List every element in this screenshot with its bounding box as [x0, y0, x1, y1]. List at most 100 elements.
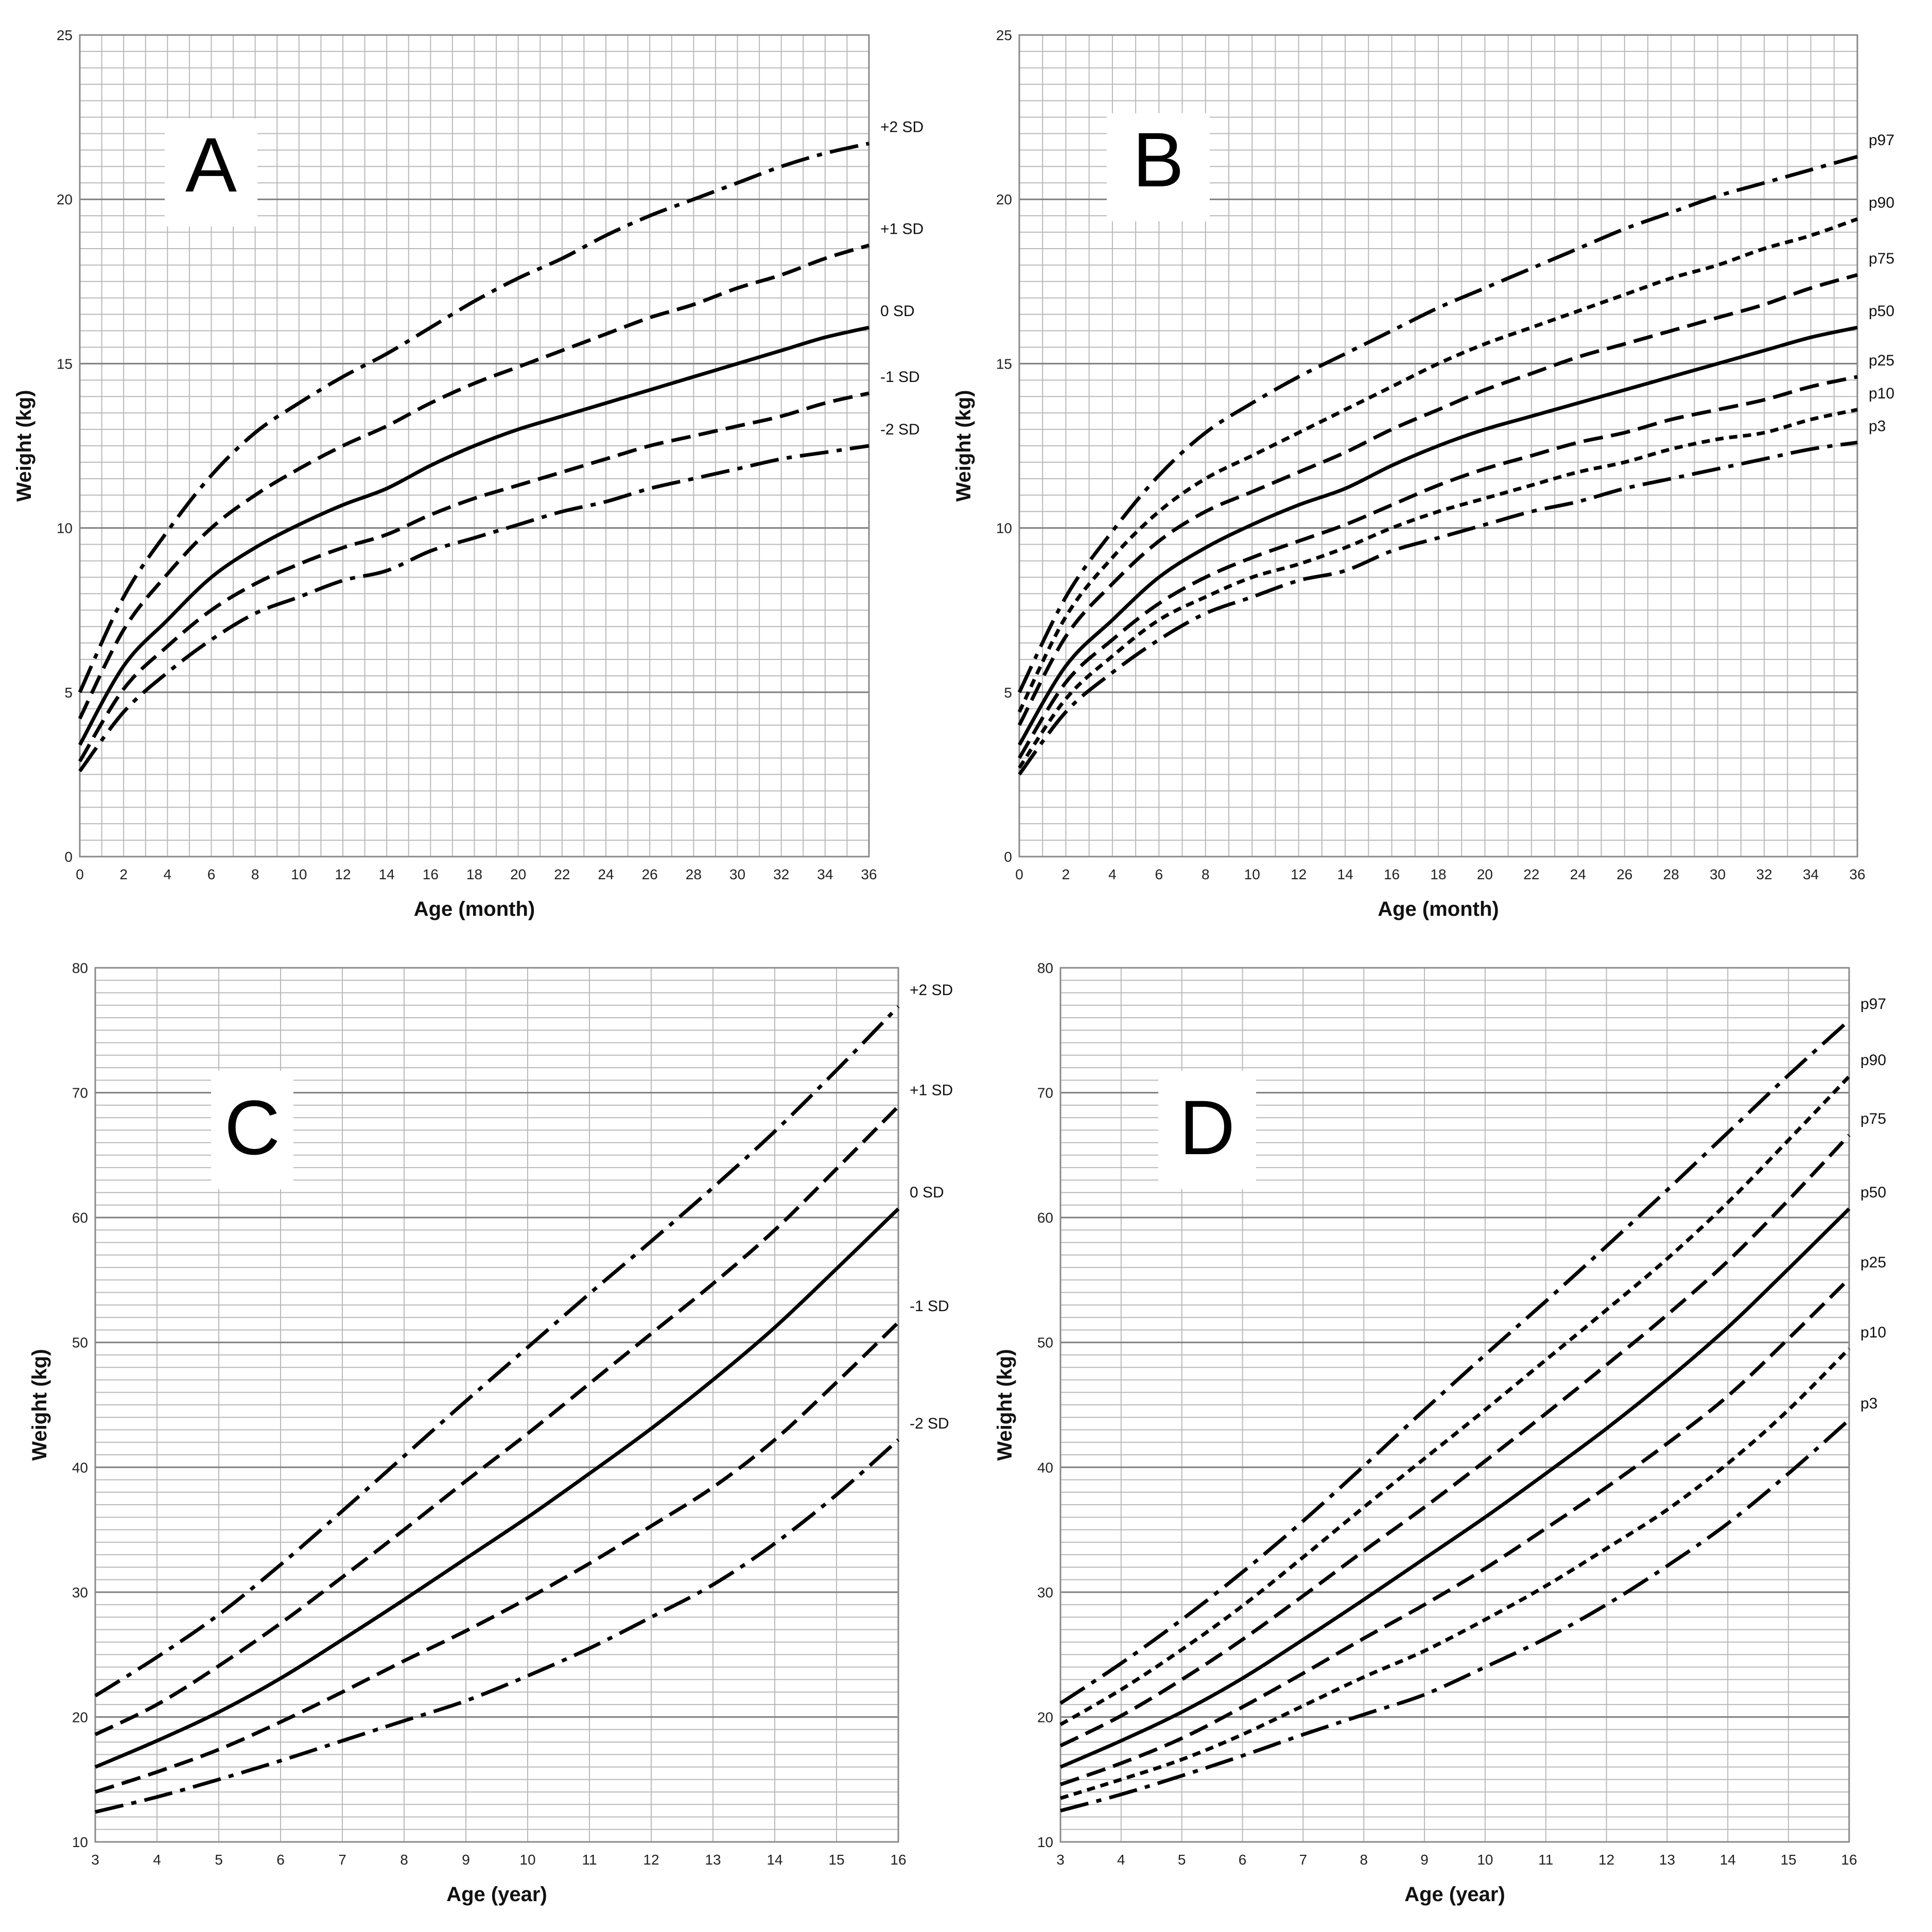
- y-tick-label: 15: [57, 356, 73, 372]
- gridlines: [95, 967, 899, 1843]
- series-label: p75: [1869, 250, 1894, 267]
- y-axis-title: Weight (kg): [28, 1349, 51, 1460]
- x-tick-label: 11: [1538, 1852, 1553, 1868]
- y-tick-label: 70: [1037, 1085, 1053, 1101]
- series-label: +2 SD: [910, 982, 953, 999]
- series-label: p10: [1860, 1324, 1886, 1341]
- x-tick-label: 12: [643, 1852, 659, 1868]
- x-axis-title: Age (month): [1378, 898, 1499, 920]
- series-line: [1060, 1418, 1851, 1813]
- x-tick-label: 9: [462, 1852, 470, 1868]
- y-tick-label: 70: [72, 1085, 88, 1101]
- series-line: [1059, 1134, 1851, 1748]
- series-line: [1059, 1075, 1851, 1727]
- x-tick-label: 6: [1155, 866, 1163, 882]
- x-tick-label: 0: [1015, 866, 1023, 882]
- x-tick-label: 22: [1523, 866, 1539, 882]
- x-tick-label: 4: [164, 866, 172, 882]
- y-tick-label: 5: [1004, 685, 1012, 701]
- x-tick-label: 13: [705, 1852, 721, 1868]
- y-tick-label: 10: [996, 520, 1012, 536]
- x-tick-label: 3: [1056, 1852, 1065, 1868]
- x-tick-label: 20: [1477, 866, 1493, 882]
- series-label: p97: [1869, 132, 1894, 149]
- x-tick-label: 5: [1178, 1852, 1186, 1868]
- y-tick-label: 80: [1037, 960, 1053, 976]
- series-label: +1 SD: [910, 1082, 953, 1099]
- series-label: p50: [1860, 1184, 1886, 1201]
- series-label: 0 SD: [880, 303, 915, 320]
- x-tick-label: 16: [1384, 866, 1400, 882]
- x-tick-label: 5: [215, 1852, 223, 1868]
- x-tick-label: 12: [1291, 866, 1307, 882]
- x-tick-label: 8: [1360, 1852, 1368, 1868]
- panel-letter-box: [165, 118, 257, 227]
- panel-letter: D: [1179, 1084, 1235, 1171]
- series-line: [1059, 1019, 1851, 1705]
- panel-letter-box: [1158, 1071, 1256, 1189]
- series-label: +1 SD: [880, 221, 924, 238]
- panel-letter: A: [185, 121, 237, 208]
- x-tick-label: 9: [1420, 1852, 1429, 1868]
- x-tick-label: 10: [519, 1852, 535, 1868]
- y-tick-label: 20: [57, 192, 73, 207]
- x-tick-label: 10: [291, 866, 307, 882]
- y-tick-label: 60: [1037, 1210, 1053, 1226]
- x-tick-label: 3: [91, 1852, 99, 1868]
- x-tick-label: 18: [466, 866, 482, 882]
- x-tick-label: 8: [1202, 866, 1210, 882]
- y-tick-label: 5: [64, 685, 73, 701]
- x-tick-label: 6: [1239, 1852, 1247, 1868]
- x-tick-label: 6: [207, 866, 216, 882]
- x-tick-label: 8: [251, 866, 259, 882]
- x-tick-label: 30: [1710, 866, 1726, 882]
- x-tick-label: 15: [1781, 1852, 1797, 1868]
- series-line: [95, 1438, 900, 1814]
- x-tick-label: 4: [1117, 1852, 1125, 1868]
- plot-frame: [94, 967, 899, 1843]
- x-tick-label: 14: [767, 1852, 782, 1868]
- x-tick-label: 10: [1244, 866, 1260, 882]
- plot-frame: [1059, 967, 1850, 1843]
- y-tick-label: 30: [72, 1585, 88, 1600]
- x-tick-label: 32: [1756, 866, 1772, 882]
- x-tick-label: 16: [423, 866, 439, 882]
- series-line: [1059, 1347, 1851, 1800]
- x-tick-label: 36: [861, 866, 877, 882]
- y-tick-label: 40: [1037, 1459, 1053, 1475]
- series-label: p90: [1860, 1052, 1886, 1069]
- y-tick-label: 20: [72, 1709, 88, 1725]
- chart-panel-b: 0 2 4 6 8 10 12 14 16 18 20 22 24 26 28 30 32 34 360510152…: [952, 27, 1894, 920]
- x-tick-label: 24: [598, 866, 614, 882]
- series-line: [78, 444, 869, 773]
- series-line: [1059, 1207, 1851, 1769]
- plot-frame: [1018, 34, 1858, 858]
- x-tick-label: 2: [119, 866, 128, 882]
- x-tick-label: 24: [1570, 866, 1586, 882]
- series-label: 0 SD: [910, 1184, 944, 1201]
- y-tick-label: 40: [72, 1459, 88, 1475]
- panel-letter: B: [1133, 116, 1184, 203]
- x-tick-label: 7: [1299, 1852, 1308, 1868]
- x-tick-label: 4: [153, 1852, 161, 1868]
- series-line: [1018, 408, 1858, 769]
- y-tick-label: 25: [996, 27, 1012, 43]
- series-label: p3: [1860, 1395, 1877, 1412]
- series-curves: [1017, 154, 1858, 776]
- series-line: [1059, 1277, 1851, 1786]
- chart-panel-c: 3 4 5 6 7 8 9 10 11 12 13 14 15 16 10 20 30 40 50 60 70 80 Age…: [28, 960, 953, 1906]
- series-label: p25: [1869, 352, 1894, 369]
- chart-panel-d: 3 4 5 6 7 8 9 10 11 12 13 14 15 16 10 20 30 40 50 60 70 80 Age…: [994, 960, 1886, 1906]
- x-tick-label: 16: [890, 1852, 906, 1868]
- x-tick-label: 22: [554, 866, 570, 882]
- y-tick-label: 0: [64, 849, 73, 865]
- series-line: [94, 1005, 900, 1698]
- series-label: p10: [1869, 385, 1894, 402]
- series-curves: [78, 142, 869, 773]
- x-tick-label: 32: [773, 866, 789, 882]
- series-label: -2 SD: [880, 421, 920, 438]
- series-label: +2 SD: [880, 119, 924, 136]
- series-label: p90: [1869, 195, 1894, 212]
- x-tick-label: 28: [1663, 866, 1679, 882]
